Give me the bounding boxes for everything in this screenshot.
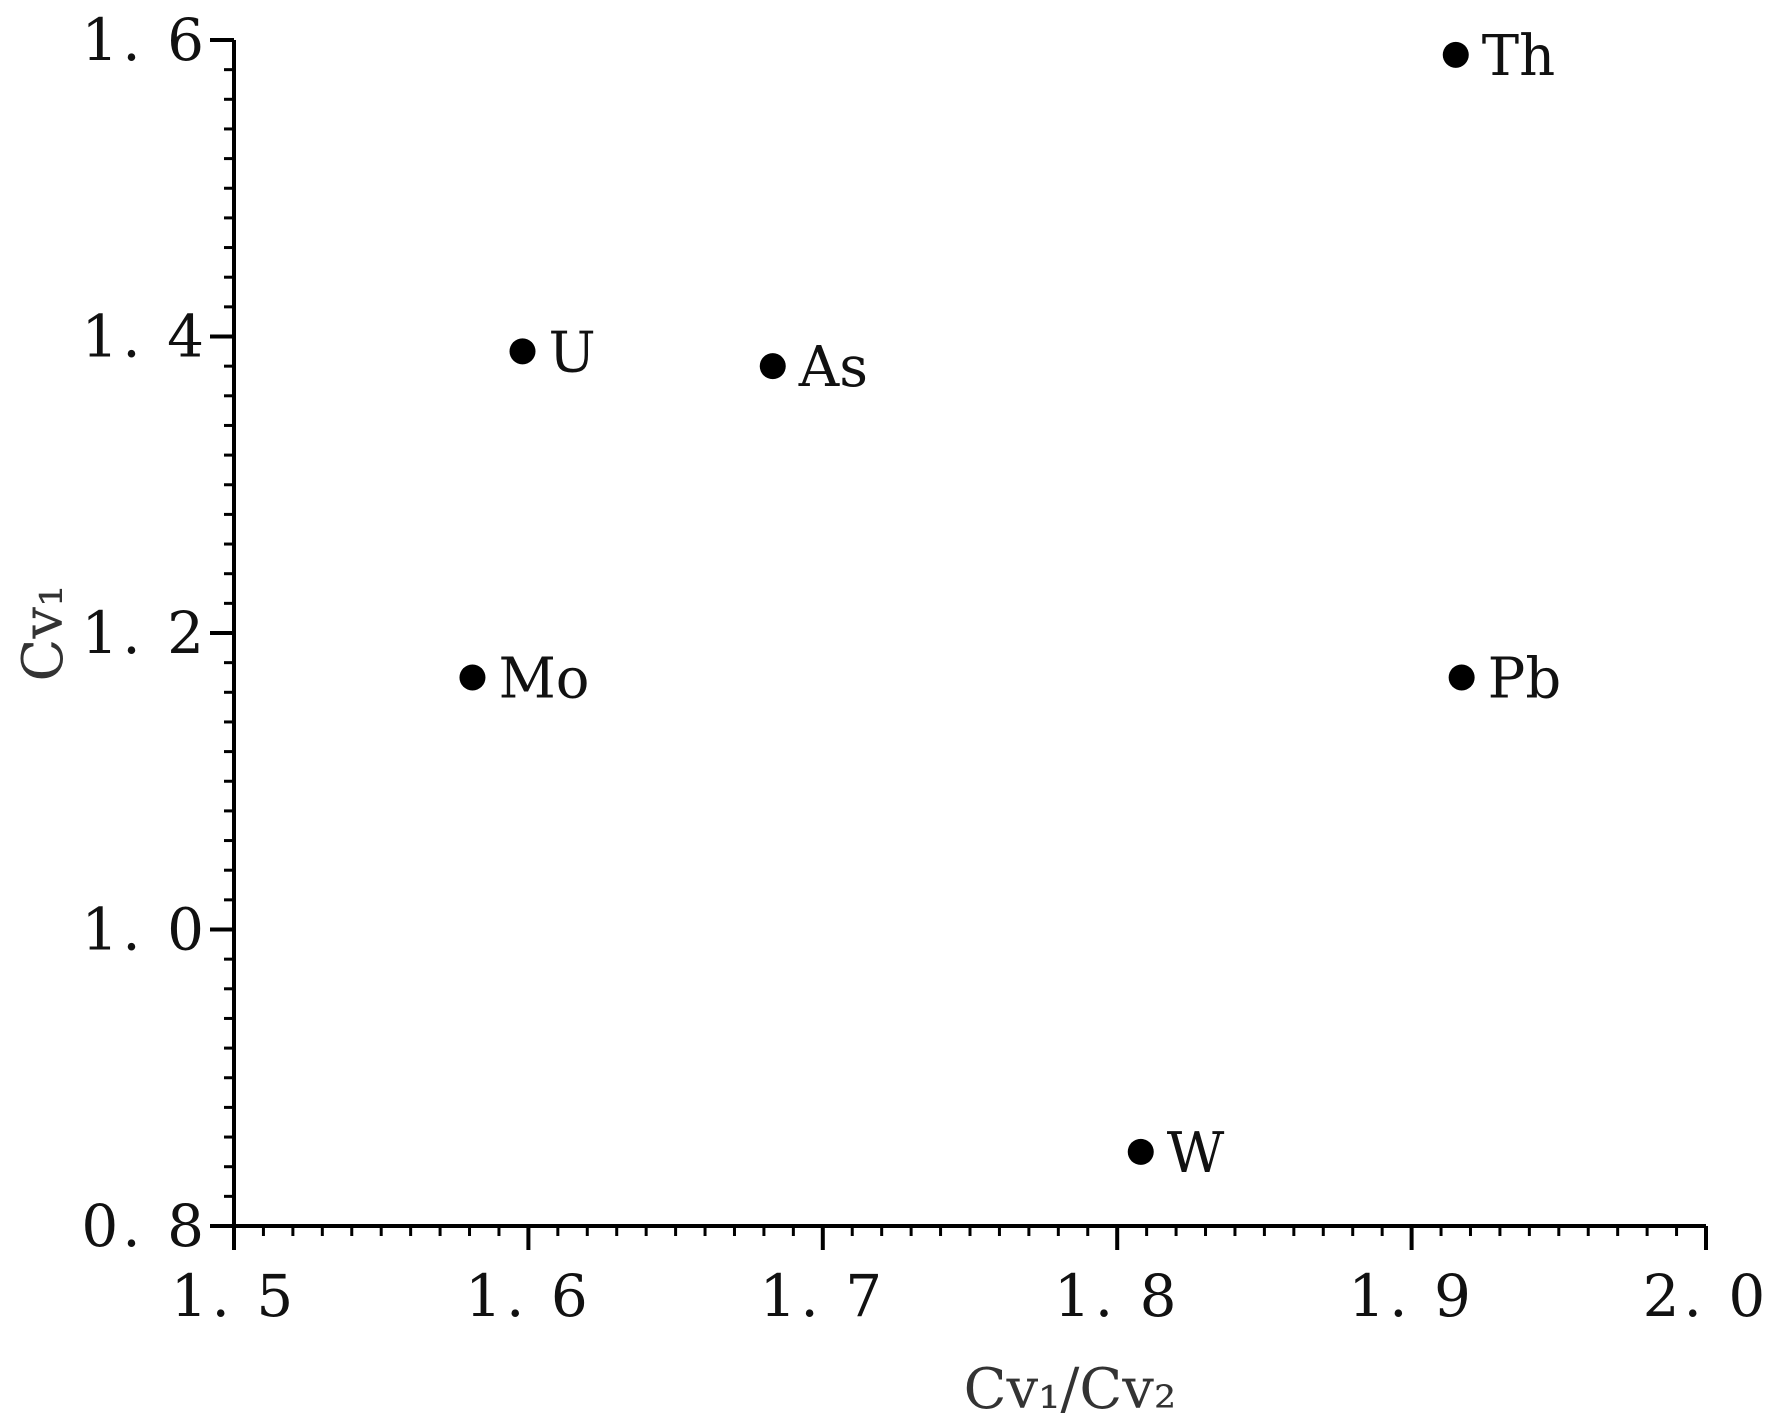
y-axis-label: Cv₁ (11, 585, 76, 682)
data-point (1442, 41, 1469, 68)
y-tick-labels: 0. 8 1. 0 1. 2 1. 4 1. 6 (81, 6, 208, 1260)
x-tick-label: 1. 6 (465, 1262, 592, 1330)
data-point-group: U (509, 320, 596, 385)
data-point-group: W (1127, 1121, 1225, 1186)
minor-ticks (224, 68, 1679, 1236)
x-tick-label: 1. 5 (171, 1262, 298, 1330)
x-tick-label: 1. 7 (759, 1262, 886, 1330)
y-tick-label: 1. 0 (81, 896, 208, 964)
data-point-label: W (1167, 1121, 1225, 1186)
data-point (1448, 664, 1475, 691)
data-point (1127, 1138, 1154, 1165)
data-point (459, 664, 486, 691)
x-axis-label: Cv₁/Cv₂ (964, 1357, 1177, 1422)
major-ticks (210, 38, 1708, 1250)
x-tick-label: 1. 8 (1054, 1262, 1181, 1330)
data-point-group: As (759, 335, 868, 400)
x-tick-label: 1. 9 (1348, 1262, 1475, 1330)
data-point (509, 338, 536, 365)
y-tick-label: 1. 6 (81, 6, 208, 74)
data-point-label: Mo (498, 646, 589, 711)
data-point-label: Th (1482, 24, 1555, 89)
data-point-label: Pb (1488, 646, 1562, 711)
data-points: Th U As Mo Pb W (459, 24, 1561, 1186)
data-point-label: As (798, 335, 868, 400)
y-tick-label: 0. 8 (81, 1192, 208, 1260)
y-tick-label: 1. 2 (81, 599, 208, 667)
data-point-group: Th (1442, 24, 1555, 89)
data-point-group: Mo (459, 646, 590, 711)
data-point-label: U (549, 320, 596, 385)
x-tick-labels: 1. 5 1. 6 1. 7 1. 8 1. 9 2. 0 (171, 1262, 1770, 1330)
data-point (759, 353, 786, 380)
y-tick-label: 1. 4 (81, 303, 208, 371)
data-point-group: Pb (1448, 646, 1562, 711)
x-tick-label: 2. 0 (1643, 1262, 1770, 1330)
